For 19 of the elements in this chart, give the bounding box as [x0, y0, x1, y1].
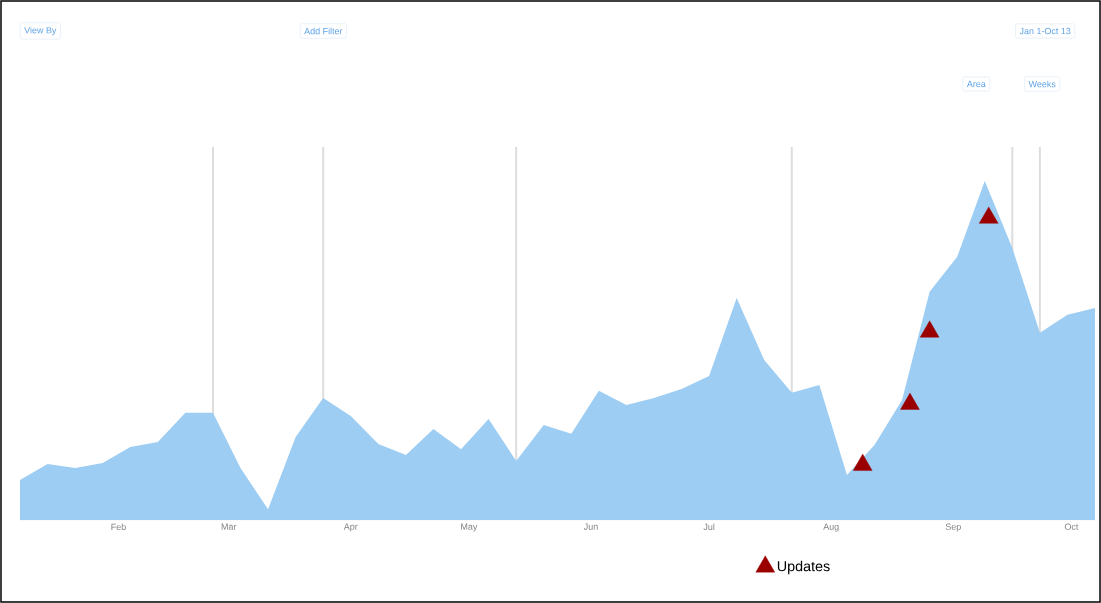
- x-tick-label: Sep: [945, 523, 961, 532]
- point: [900, 392, 920, 410]
- x-tick-label: Jun: [583, 523, 598, 530]
- x-tick-label: Aug: [823, 523, 839, 532]
- x-tick-label: May: [461, 523, 478, 532]
- point: [852, 453, 873, 471]
- x-tick-label: Jul: [703, 523, 715, 531]
- x-tick-label: Apr: [343, 523, 358, 532]
- legend-label: Updates: [777, 560, 830, 575]
- text: Weeks: [1028, 80, 1056, 88]
- x-tick-label: Oct: [1064, 523, 1079, 530]
- x-tick-label: Feb: [111, 523, 126, 531]
- text: Jan 1-Oct 13: [1019, 27, 1071, 35]
- point: [979, 206, 999, 224]
- text: View By: [24, 26, 57, 36]
- text: Area: [966, 80, 986, 88]
- point: [919, 320, 940, 338]
- x-tick-label: Mar: [221, 523, 237, 530]
- text: Add Filter: [304, 27, 343, 35]
